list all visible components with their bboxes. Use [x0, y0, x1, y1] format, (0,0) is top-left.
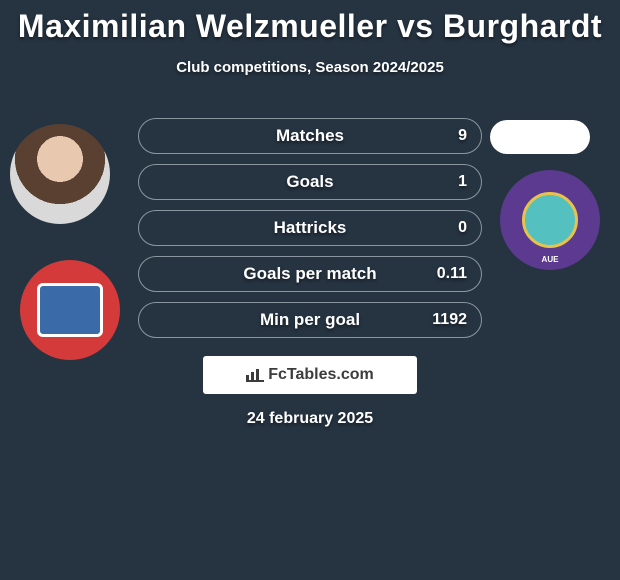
stat-value-right: 1 [458, 173, 467, 191]
brand-badge[interactable]: FcTables.com [203, 356, 417, 394]
stat-row-matches: Matches 9 [138, 118, 482, 154]
stat-label: Hattricks [139, 218, 481, 238]
player-right-avatar [490, 120, 590, 154]
bars-icon [246, 368, 264, 382]
club-badge-right-inner [522, 192, 578, 248]
subtitle: Club competitions, Season 2024/2025 [0, 59, 620, 76]
page-title: Maximilian Welzmueller vs Burghardt [0, 0, 620, 45]
player-left-avatar [10, 124, 110, 224]
stat-row-min-per-goal: Min per goal 1192 [138, 302, 482, 338]
stat-label: Matches [139, 126, 481, 146]
stat-value-right: 1192 [432, 311, 467, 329]
stat-row-goals: Goals 1 [138, 164, 482, 200]
club-badge-left [20, 260, 120, 360]
brand-text: FcTables.com [268, 366, 374, 384]
club-badge-right: AUE [500, 170, 600, 270]
stat-row-goals-per-match: Goals per match 0.11 [138, 256, 482, 292]
stat-row-hattricks: Hattricks 0 [138, 210, 482, 246]
club-badge-right-text: AUE [500, 255, 600, 264]
stat-label: Min per goal [139, 310, 481, 330]
stat-value-right: 0.11 [437, 265, 467, 283]
stats-panel: Matches 9 Goals 1 Hattricks 0 Goals per … [138, 118, 482, 348]
stat-label: Goals per match [139, 264, 481, 284]
stat-value-right: 0 [458, 219, 467, 237]
stat-label: Goals [139, 172, 481, 192]
date-text: 24 february 2025 [0, 410, 620, 428]
stat-value-right: 9 [458, 127, 467, 145]
